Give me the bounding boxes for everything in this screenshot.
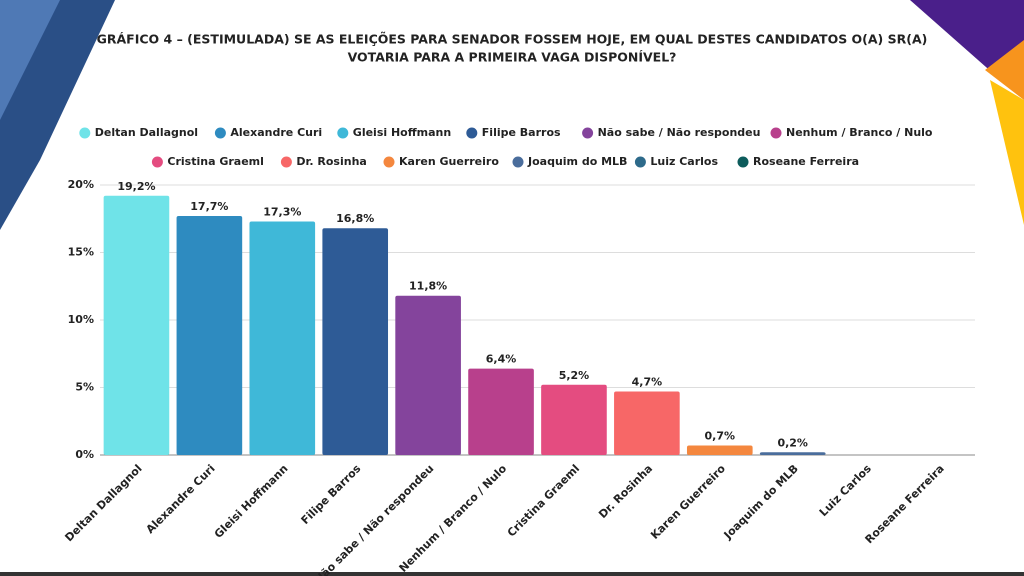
legend-label: Luiz Carlos bbox=[650, 155, 718, 168]
corner-decoration bbox=[990, 80, 1024, 225]
corner-decoration bbox=[0, 0, 60, 120]
legend-label: Filipe Barros bbox=[482, 126, 561, 139]
x-tick-label: Joaquim do MLB bbox=[721, 462, 801, 542]
bar bbox=[468, 368, 534, 455]
x-tick-label: Dr. Rosinha bbox=[596, 462, 655, 521]
bar bbox=[759, 452, 826, 455]
bar bbox=[686, 445, 753, 455]
value-label: 6,4% bbox=[486, 353, 517, 366]
x-tick-label: Gleisi Hoffmann bbox=[212, 462, 291, 541]
corner-decoration bbox=[910, 0, 1024, 75]
value-label: 16,8% bbox=[336, 212, 374, 225]
y-tick-label: 20% bbox=[68, 178, 94, 191]
bar bbox=[395, 295, 461, 455]
legend-marker bbox=[737, 156, 749, 168]
value-label: 0,2% bbox=[777, 436, 808, 449]
legend-marker bbox=[582, 127, 594, 139]
legend-label: Alexandre Curi bbox=[230, 126, 322, 139]
x-tick-label: Cristina Graeml bbox=[505, 462, 582, 539]
legend-label: Gleisi Hoffmann bbox=[353, 126, 451, 139]
legend-marker bbox=[634, 156, 646, 168]
legend-marker bbox=[466, 127, 478, 139]
y-tick-label: 10% bbox=[68, 313, 94, 326]
value-label: 17,3% bbox=[263, 205, 301, 218]
y-tick-label: 15% bbox=[68, 246, 94, 259]
legend-label: Não sabe / Não respondeu bbox=[598, 126, 761, 139]
x-tick-label: Deltan Dallagnol bbox=[62, 462, 144, 544]
legend-label: Karen Guerreiro bbox=[399, 155, 499, 168]
x-tick-label: Filipe Barros bbox=[299, 462, 364, 527]
legend-marker bbox=[151, 156, 163, 168]
corner-decoration bbox=[985, 40, 1024, 100]
y-tick-label: 5% bbox=[75, 381, 94, 394]
value-label: 17,7% bbox=[190, 200, 228, 213]
bar bbox=[176, 216, 243, 455]
legend-label: Joaquim do MLB bbox=[527, 155, 627, 168]
legend-label: Dr. Rosinha bbox=[296, 155, 366, 168]
legend-marker bbox=[280, 156, 292, 168]
bar bbox=[322, 228, 389, 455]
x-tick-label: Karen Guerreiro bbox=[648, 462, 728, 542]
legend-label: Cristina Graeml bbox=[167, 155, 264, 168]
x-tick-label: Luiz Carlos bbox=[817, 462, 874, 519]
bottom-bar bbox=[0, 572, 1024, 576]
legend-marker bbox=[79, 127, 91, 139]
bar bbox=[103, 195, 170, 456]
bar bbox=[541, 384, 607, 455]
value-label: 5,2% bbox=[559, 369, 590, 382]
y-tick-label: 0% bbox=[75, 448, 94, 461]
legend-label: Roseane Ferreira bbox=[753, 155, 859, 168]
value-label: 19,2% bbox=[117, 180, 155, 193]
chart-title: VOTARIA PARA A PRIMEIRA VAGA DISPONÍVEL? bbox=[348, 50, 677, 65]
value-label: 0,7% bbox=[705, 430, 736, 443]
x-tick-label: Alexandre Curi bbox=[144, 462, 218, 536]
x-tick-label: Roseane Ferreira bbox=[863, 462, 947, 546]
legend-marker bbox=[337, 127, 349, 139]
value-label: 11,8% bbox=[409, 280, 447, 293]
legend-marker bbox=[214, 127, 226, 139]
value-label: 4,7% bbox=[632, 376, 663, 389]
legend-marker bbox=[512, 156, 524, 168]
legend-marker bbox=[383, 156, 395, 168]
bar bbox=[249, 221, 316, 455]
legend-marker bbox=[770, 127, 782, 139]
bar bbox=[614, 391, 680, 455]
legend-label: Nenhum / Branco / Nulo bbox=[786, 126, 933, 139]
chart-title: GRÁFICO 4 – (ESTIMULADA) SE AS ELEIÇÕES … bbox=[97, 32, 928, 47]
legend-label: Deltan Dallagnol bbox=[95, 126, 198, 139]
